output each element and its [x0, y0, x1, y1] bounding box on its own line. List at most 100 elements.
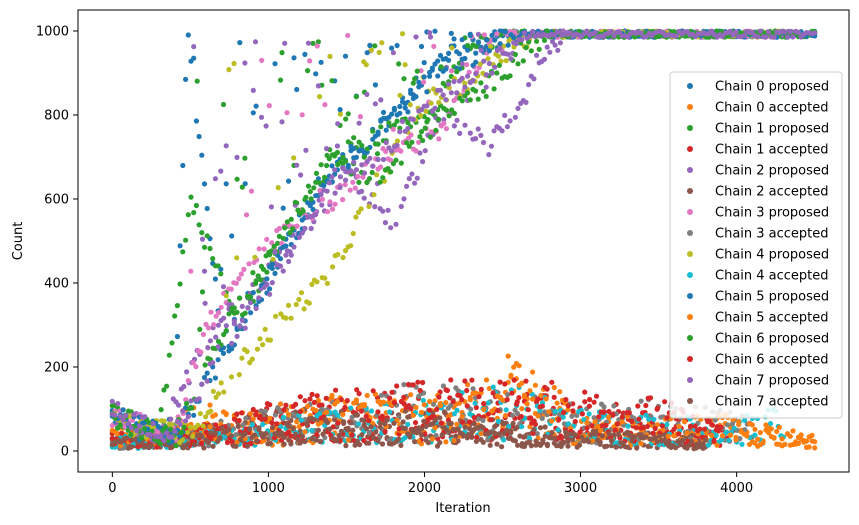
point-s14-103: [389, 148, 395, 154]
point-s15-189: [542, 433, 548, 439]
point-s10-104: [391, 105, 397, 111]
point-s15-205: [579, 434, 585, 440]
point-s2-79: [324, 162, 330, 169]
point-s13-246: [687, 423, 694, 429]
point-s1-123: [443, 439, 449, 445]
legend-label-7: Chain 3 accepted: [715, 227, 829, 242]
point-s14-62: [277, 263, 284, 269]
point-s12-144: [491, 86, 497, 92]
point-s14-140: [489, 70, 495, 76]
point-s15-190: [544, 443, 551, 449]
point-s15-198: [563, 429, 569, 435]
point-s15-104: [347, 420, 354, 426]
point-s11-154: [527, 388, 533, 394]
x-tick-label-4: 4000: [720, 481, 753, 496]
point-s11-230: [733, 437, 739, 443]
point-s12-7: [128, 432, 134, 438]
point-s11-205: [665, 433, 671, 439]
point-s15-113: [368, 424, 374, 430]
point-s13-140: [438, 420, 444, 426]
point-s3-85: [314, 393, 320, 399]
point-s8-20: [161, 418, 167, 424]
point-s10-138: [483, 37, 490, 43]
point-s9-235: [718, 437, 724, 443]
point-s6-127: [431, 43, 437, 50]
point-s14-10: [136, 423, 143, 429]
point-s8-89: [340, 254, 346, 261]
point-s11-37: [210, 413, 216, 419]
point-s4-75: [308, 225, 314, 232]
point-s13-55: [239, 410, 245, 416]
point-s14-67: [291, 244, 297, 250]
point-s12-22: [168, 426, 174, 432]
point-s12-89: [345, 111, 351, 117]
point-s15-211: [592, 431, 599, 437]
point-s4-159: [531, 76, 537, 82]
point-s6-97: [355, 173, 361, 180]
point-s7-251: [729, 421, 736, 427]
point-s11-123: [443, 400, 449, 406]
point-s11-221: [709, 432, 715, 438]
point-s7-97: [349, 414, 355, 420]
legend-label-11: Chain 5 accepted: [715, 311, 829, 326]
point-s13-183: [539, 403, 546, 409]
point-s14-123: [443, 97, 449, 103]
point-s4-60: [268, 204, 274, 210]
point-s11-258: [809, 432, 815, 438]
point-s14-32: [196, 396, 202, 402]
point-s8-131: [449, 45, 455, 51]
point-s14-119: [432, 105, 438, 111]
point-s15-87: [309, 436, 315, 442]
point-s4-106: [390, 50, 396, 56]
point-s11-209: [676, 423, 682, 429]
point-s13-180: [532, 421, 539, 427]
point-s6-132: [443, 126, 449, 132]
point-s15-69: [267, 440, 273, 446]
point-s11-136: [478, 431, 484, 437]
point-s9-158: [519, 424, 525, 430]
point-s15-45: [212, 430, 218, 436]
point-s13-224: [636, 416, 642, 422]
point-s4-111: [404, 183, 410, 189]
point-s4-129: [451, 123, 457, 129]
point-s12-134: [465, 90, 471, 96]
point-s13-259: [718, 424, 724, 430]
point-s4-47: [234, 154, 240, 160]
point-s5-127: [400, 419, 406, 425]
point-s14-121: [437, 87, 444, 93]
point-s12-132: [459, 98, 465, 104]
point-s12-84: [332, 151, 338, 157]
point-s14-4: [120, 417, 126, 423]
point-s11-242: [766, 425, 772, 431]
point-s12-58: [263, 253, 269, 259]
point-s4-140: [480, 139, 487, 146]
point-s14-45: [231, 321, 237, 327]
point-s15-42: [205, 439, 212, 445]
point-s8-94: [353, 214, 359, 220]
point-s13-86: [311, 399, 317, 405]
point-s15-78: [288, 441, 294, 447]
point-s11-111: [410, 412, 416, 418]
point-s15-149: [450, 426, 457, 432]
point-s15-162: [480, 439, 486, 445]
point-s10-74: [310, 206, 316, 212]
point-s15-83: [299, 433, 305, 440]
point-s11-165: [557, 389, 563, 395]
point-s11-76: [315, 397, 321, 404]
point-s13-229: [647, 395, 654, 401]
point-s15-98: [334, 438, 340, 444]
legend-label-15: Chain 7 accepted: [715, 395, 829, 410]
point-s15-89: [313, 437, 319, 443]
point-s14-65: [286, 258, 292, 265]
point-s13-181: [535, 396, 541, 402]
point-s12-228: [714, 28, 720, 34]
point-s13-111: [370, 388, 376, 394]
point-s12-65: [282, 225, 288, 231]
point-s13-152: [467, 419, 473, 425]
point-s11-168: [565, 407, 571, 413]
point-s8-39: [210, 388, 216, 394]
point-s3-72: [283, 402, 289, 408]
point-s6-159: [512, 29, 518, 35]
point-s11-231: [736, 419, 742, 425]
point-s15-217: [606, 431, 612, 437]
